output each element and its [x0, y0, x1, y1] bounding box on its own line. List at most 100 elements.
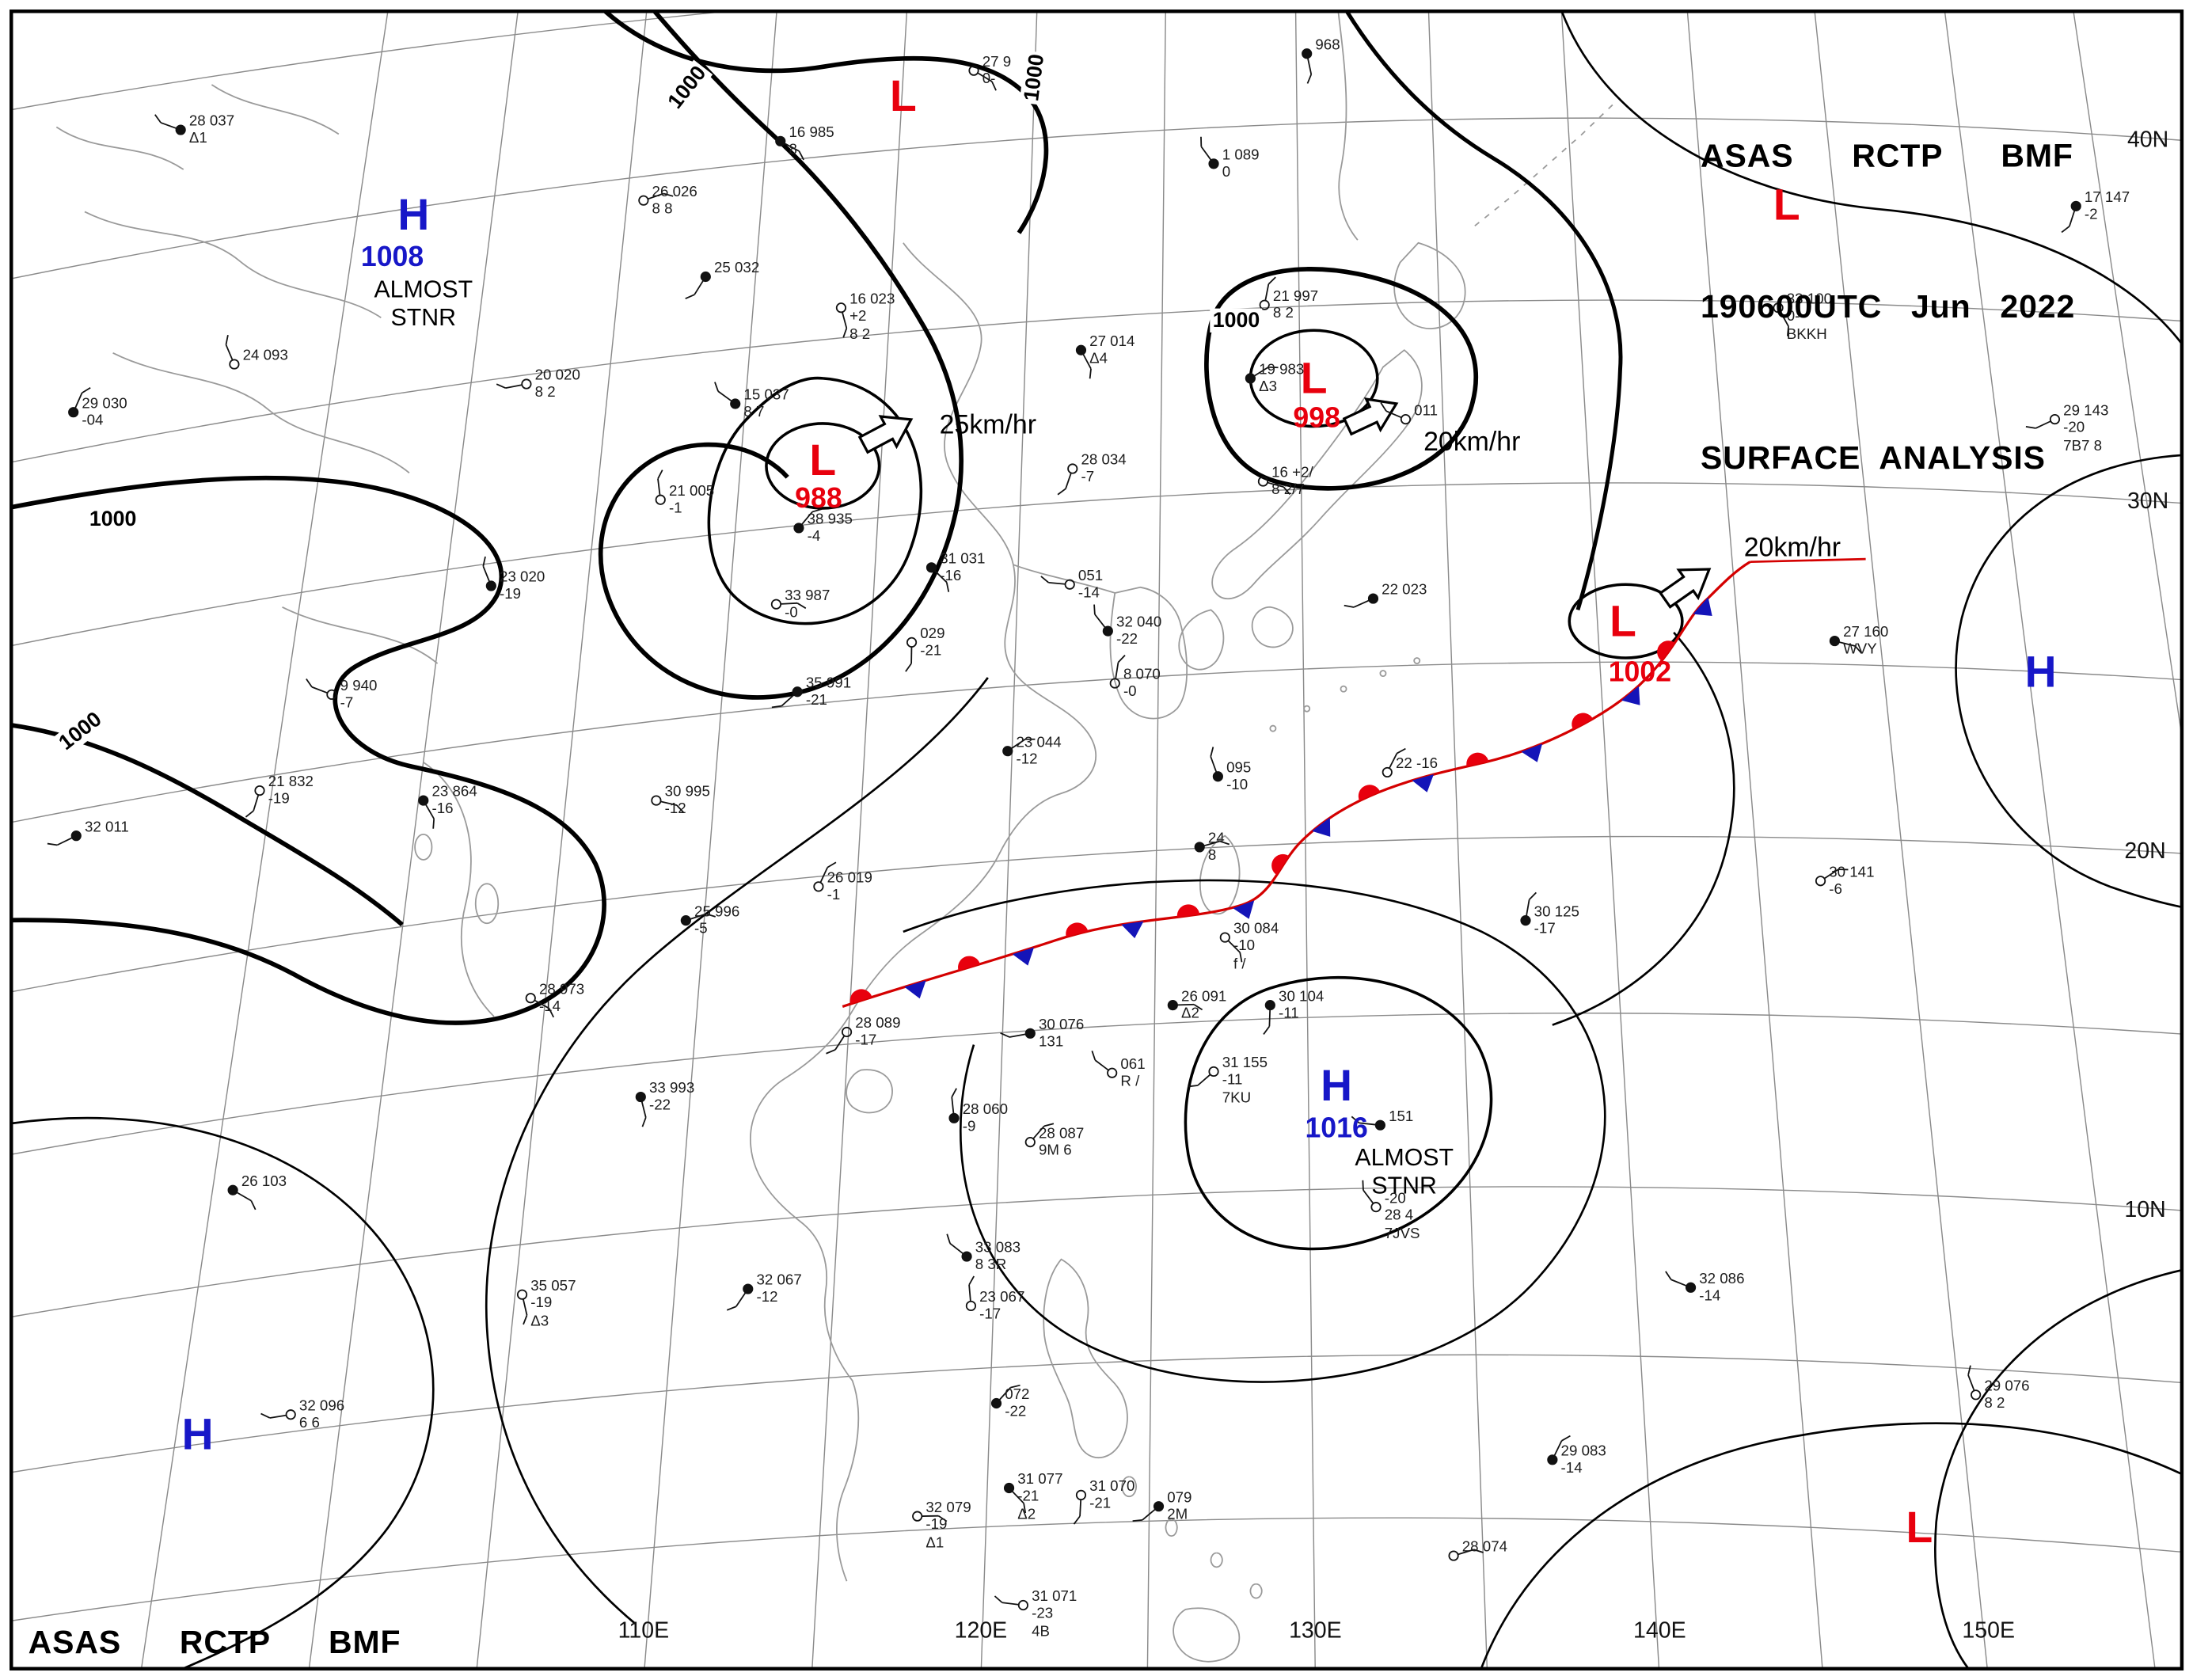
station-plot — [635, 1091, 647, 1127]
station-plot — [154, 114, 186, 135]
station-circle-icon — [1685, 1282, 1697, 1293]
station-circle-icon — [254, 785, 265, 796]
wind-barb-tick-icon — [306, 678, 313, 688]
wind-barb-icon — [842, 312, 848, 329]
station-circle-icon — [1829, 635, 1840, 647]
wind-barb-icon — [1210, 756, 1218, 773]
wind-barb-icon — [482, 565, 490, 582]
wind-barb-tick-icon — [1043, 1123, 1055, 1127]
wind-barb-tick-icon — [1665, 1271, 1672, 1280]
isobar-path — [11, 475, 606, 1025]
station-circle-icon — [229, 359, 240, 370]
station-plot — [1002, 738, 1036, 757]
isobar-path — [485, 677, 989, 1625]
wind-barb-icon — [951, 1097, 955, 1114]
wind-barb-tick-icon — [676, 804, 685, 813]
stationary-front-warm-symbol — [1066, 922, 1089, 937]
station-plot — [1380, 402, 1412, 425]
wind-barb-tick-icon — [1091, 1051, 1096, 1061]
station-circle-icon — [1245, 373, 1256, 384]
station-plot — [482, 556, 496, 591]
wind-barb-tick-icon — [714, 382, 719, 392]
station-plot — [227, 1184, 257, 1211]
title-block-bottom-left: ASAS RCTP BMF 190600UTC Jun 2022 SURFACE… — [29, 1518, 403, 1680]
station-plot — [994, 1595, 1028, 1611]
wind-barb-tick-icon — [1967, 1365, 1971, 1376]
station-circle-icon — [965, 1300, 977, 1312]
wind-barb-tick-icon — [827, 861, 837, 869]
station-plot — [990, 1384, 1020, 1409]
station-plot — [1382, 747, 1406, 778]
wind-barb-tick-icon — [951, 1088, 957, 1098]
stationary-front-cold-symbol — [1693, 597, 1712, 617]
station-circle-icon — [1064, 579, 1075, 590]
wind-barb-icon — [237, 1192, 252, 1202]
wind-barb-tick-icon — [245, 810, 254, 818]
stationary-front-cold-symbol — [1621, 686, 1640, 705]
wind-barb-tick-icon — [826, 1049, 836, 1055]
station-plot — [1829, 635, 1863, 654]
wind-barb-icon — [1048, 582, 1066, 585]
station-plot — [68, 386, 91, 418]
wind-barb-icon — [801, 511, 813, 525]
station-plot — [2025, 414, 2061, 429]
wind-barb-icon — [949, 1242, 963, 1254]
station-plot — [1024, 1123, 1055, 1148]
isobar-path — [1560, 11, 2182, 346]
station-circle-icon — [635, 1091, 646, 1103]
station-plot — [1132, 1501, 1165, 1522]
wind-barb-icon — [1011, 738, 1026, 749]
wind-barb-icon — [1268, 481, 1284, 488]
station-circle-icon — [1002, 746, 1013, 757]
station-plot — [1075, 344, 1092, 379]
stationary-front-cold-symbol — [904, 980, 926, 999]
wind-barb-icon — [640, 1101, 647, 1118]
wind-barb-tick-icon — [1132, 1518, 1143, 1522]
station-circle-icon — [792, 686, 803, 697]
wind-barb-tick-icon — [1268, 366, 1279, 369]
stationary-front-cold-symbol — [1233, 900, 1255, 919]
title-line-datetime: 190600UTC Jun 2022 — [1701, 288, 2076, 325]
station-plot — [835, 302, 848, 338]
wind-barb-tick-icon — [1380, 402, 1387, 412]
wind-barb-icon — [1094, 1059, 1109, 1071]
station-circle-icon — [1257, 476, 1269, 487]
front-extension-line — [1750, 557, 1866, 564]
station-circle-icon — [2049, 414, 2061, 425]
station-plot — [225, 335, 240, 370]
wind-barb-tick-icon — [1040, 576, 1050, 583]
station-plot — [775, 135, 804, 161]
station-plot — [1091, 1051, 1118, 1078]
japan-honshu — [1211, 349, 1423, 600]
wind-barb-icon — [1307, 58, 1313, 75]
station-plot — [826, 1026, 853, 1055]
wind-barb-tick-icon — [1089, 368, 1092, 379]
stationary-front-warm-symbol — [1466, 752, 1489, 767]
station-plot — [680, 913, 716, 926]
station-circle-icon — [770, 599, 782, 610]
wind-barb-icon — [977, 72, 993, 82]
wind-barb-tick-icon — [250, 1200, 257, 1211]
station-plot — [496, 378, 532, 390]
wind-barb-tick-icon — [1306, 74, 1313, 84]
station-circle-icon — [1194, 842, 1205, 853]
wind-barb-icon — [1197, 1074, 1211, 1086]
wind-barb-icon — [74, 392, 83, 409]
station-circle-icon — [1382, 766, 1393, 778]
wind-barb-icon — [1967, 1374, 1975, 1391]
wind-barb-tick-icon — [523, 1314, 528, 1325]
wind-barb-icon — [1012, 1491, 1024, 1504]
station-plot — [813, 861, 837, 892]
station-circle-icon — [948, 1112, 960, 1123]
station-circle-icon — [912, 1511, 923, 1522]
station-circle-icon — [1971, 1389, 1982, 1401]
station-circle-icon — [1107, 1067, 1118, 1078]
station-circle-icon — [1208, 1066, 1219, 1078]
philippine-islands — [1121, 1476, 1263, 1663]
isobar-closed-998-inner — [1249, 329, 1379, 428]
movement-arrow-icon — [857, 415, 914, 454]
station-circle-icon — [326, 689, 337, 700]
wind-barb-tick-icon — [796, 602, 807, 610]
wind-barb-tick-icon — [657, 469, 663, 480]
station-circle-icon — [1547, 1454, 1558, 1465]
